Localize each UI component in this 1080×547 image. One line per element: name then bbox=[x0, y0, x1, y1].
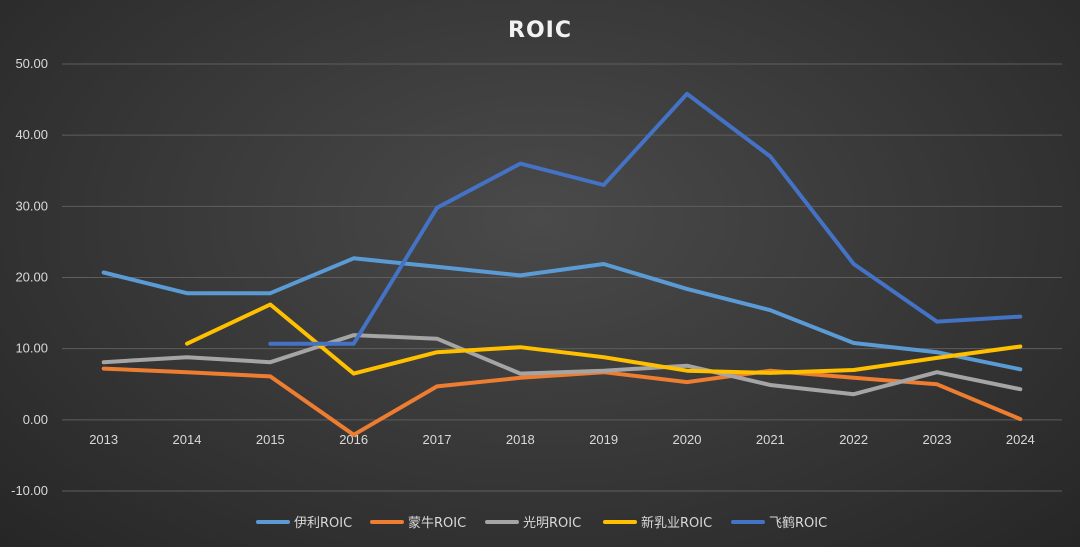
x-tick-label: 2024 bbox=[1006, 432, 1035, 447]
x-tick-label: 2022 bbox=[839, 432, 868, 447]
x-tick-label: 2020 bbox=[673, 432, 702, 447]
series-lines bbox=[101, 91, 1023, 437]
legend: 伊利ROIC 蒙牛ROIC 光明ROIC 新乳业ROIC 飞鹤ROIC bbox=[256, 515, 827, 531]
legend-label: 伊利ROIC bbox=[294, 516, 352, 531]
y-tick-label: 50.00 bbox=[15, 56, 48, 71]
legend-label: 蒙牛ROIC bbox=[408, 516, 466, 531]
x-axis-ticks: 2013 2014 2015 2016 2017 2018 2019 2020 2021 2022… bbox=[89, 432, 1035, 447]
x-tick-label: 2023 bbox=[923, 432, 952, 447]
y-tick-label: 0.00 bbox=[23, 412, 48, 427]
y-tick-label: 40.00 bbox=[15, 127, 48, 142]
legend-label: 光明ROIC bbox=[523, 516, 581, 531]
y-tick-label: 30.00 bbox=[15, 198, 48, 213]
series-line-4 bbox=[268, 91, 1023, 346]
legend-label: 飞鹤ROIC bbox=[769, 515, 827, 531]
y-tick-label: -10.00 bbox=[11, 483, 48, 498]
x-tick-label: 2017 bbox=[423, 432, 452, 447]
x-tick-label: 2018 bbox=[506, 432, 535, 447]
gridlines bbox=[62, 63, 1062, 492]
x-tick-label: 2013 bbox=[89, 432, 118, 447]
y-axis-ticks: 50.00 40.00 30.00 20.00 10.00 0.00 -10.00 bbox=[11, 56, 48, 498]
series-line-2 bbox=[101, 333, 1023, 397]
chart-title: ROIC bbox=[508, 18, 572, 43]
legend-label: 新乳业ROIC bbox=[641, 515, 712, 531]
x-tick-label: 2021 bbox=[756, 432, 785, 447]
y-tick-label: 20.00 bbox=[15, 270, 48, 285]
x-tick-label: 2019 bbox=[589, 432, 618, 447]
x-tick-label: 2015 bbox=[256, 432, 285, 447]
x-tick-label: 2014 bbox=[173, 432, 202, 447]
series-line-3 bbox=[185, 302, 1023, 376]
y-tick-label: 10.00 bbox=[15, 341, 48, 356]
series-line-1 bbox=[101, 366, 1023, 437]
x-tick-label: 2016 bbox=[339, 432, 368, 447]
series-line-0 bbox=[101, 256, 1023, 372]
